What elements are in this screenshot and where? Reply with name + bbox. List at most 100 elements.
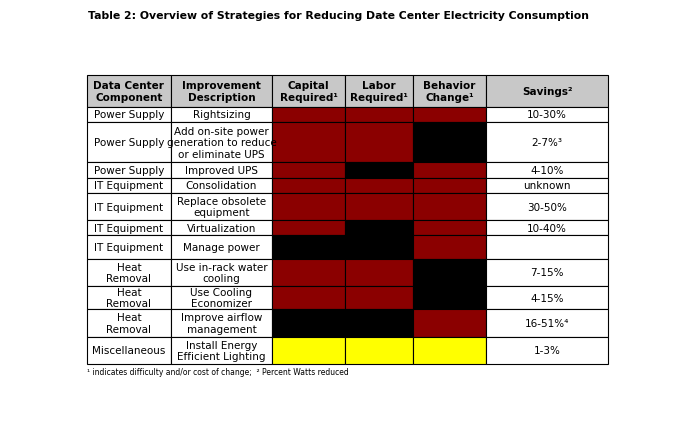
Bar [486, 163, 608, 178]
Text: Consolidation: Consolidation [185, 181, 257, 191]
Bar [171, 259, 272, 286]
Bar [345, 221, 413, 236]
Bar [413, 337, 486, 364]
Text: 10-30%: 10-30% [527, 110, 567, 120]
Bar [171, 286, 272, 310]
Text: Rightsizing: Rightsizing [192, 110, 250, 120]
Bar [87, 286, 171, 310]
Bar [272, 259, 345, 286]
Text: Improved UPS: Improved UPS [185, 166, 258, 176]
Bar [486, 236, 608, 259]
Bar [413, 193, 486, 221]
Bar [486, 337, 608, 364]
Text: Improve airflow
management: Improve airflow management [181, 312, 262, 334]
Bar [413, 286, 486, 310]
Bar [345, 310, 413, 337]
Bar [486, 76, 608, 107]
Bar [486, 259, 608, 286]
Text: Power Supply: Power Supply [93, 138, 164, 148]
Text: Use Cooling
Economizer: Use Cooling Economizer [190, 287, 253, 309]
Bar [272, 193, 345, 221]
Bar [413, 123, 486, 163]
Bar [345, 76, 413, 107]
Text: 1-3%: 1-3% [533, 345, 561, 356]
Bar [171, 310, 272, 337]
Text: 4-15%: 4-15% [530, 293, 564, 303]
Text: IT Equipment: IT Equipment [94, 202, 163, 212]
Bar [272, 123, 345, 163]
Bar [87, 123, 171, 163]
Text: Miscellaneous: Miscellaneous [92, 345, 166, 356]
Bar [345, 123, 413, 163]
Bar [87, 178, 171, 193]
Bar [345, 178, 413, 193]
Text: Data Center
Component: Data Center Component [93, 81, 165, 102]
Bar [413, 163, 486, 178]
Text: 10-40%: 10-40% [527, 223, 567, 233]
Bar [171, 123, 272, 163]
Bar [486, 107, 608, 123]
Bar [171, 221, 272, 236]
Text: 30-50%: 30-50% [527, 202, 567, 212]
Bar [87, 163, 171, 178]
Bar [87, 310, 171, 337]
Text: Behavior
Change¹: Behavior Change¹ [423, 81, 475, 102]
Bar [486, 310, 608, 337]
Bar [87, 107, 171, 123]
Bar [345, 163, 413, 178]
Text: Power Supply: Power Supply [93, 110, 164, 120]
Bar [87, 236, 171, 259]
Text: Labor
Required¹: Labor Required¹ [350, 81, 408, 102]
Text: 7-15%: 7-15% [530, 268, 564, 278]
Bar [171, 178, 272, 193]
Bar [486, 286, 608, 310]
Text: Install Energy
Efficient Lighting: Install Energy Efficient Lighting [177, 340, 265, 361]
Text: 2-7%³: 2-7%³ [531, 138, 563, 148]
Text: ¹ indicates difficulty and/or cost of change;  ² Percent Watts reduced: ¹ indicates difficulty and/or cost of ch… [87, 367, 349, 376]
Bar [87, 337, 171, 364]
Text: Heat
Removal: Heat Removal [106, 262, 152, 284]
Bar [486, 178, 608, 193]
Bar [87, 259, 171, 286]
Bar [413, 221, 486, 236]
Bar [171, 107, 272, 123]
Bar [486, 221, 608, 236]
Text: 4-10%: 4-10% [530, 166, 564, 176]
Text: Virtualization: Virtualization [187, 223, 256, 233]
Text: Capital
Required¹: Capital Required¹ [280, 81, 338, 102]
Text: Add on-site power
generation to reduce
or eliminate UPS: Add on-site power generation to reduce o… [167, 126, 276, 159]
Text: IT Equipment: IT Equipment [94, 242, 163, 253]
Bar [345, 193, 413, 221]
Text: Heat
Removal: Heat Removal [106, 312, 152, 334]
Text: Heat
Removal: Heat Removal [106, 287, 152, 309]
Bar [345, 286, 413, 310]
Bar [171, 193, 272, 221]
Bar [272, 310, 345, 337]
Bar [272, 286, 345, 310]
Bar [87, 193, 171, 221]
Bar [87, 221, 171, 236]
Bar [345, 259, 413, 286]
Bar [486, 123, 608, 163]
Bar [345, 236, 413, 259]
Bar [413, 310, 486, 337]
Bar [171, 163, 272, 178]
Bar [87, 76, 171, 107]
Bar [272, 236, 345, 259]
Bar [272, 221, 345, 236]
Bar [272, 76, 345, 107]
Bar [413, 178, 486, 193]
Bar [413, 107, 486, 123]
Text: unknown: unknown [523, 181, 571, 191]
Bar [272, 178, 345, 193]
Text: Table 2: Overview of Strategies for Reducing Date Center Electricity Consumption: Table 2: Overview of Strategies for Redu… [88, 11, 589, 20]
Bar [345, 107, 413, 123]
Bar [272, 163, 345, 178]
Bar [171, 337, 272, 364]
Text: Manage power: Manage power [183, 242, 260, 253]
Bar [413, 76, 486, 107]
Text: Savings²: Savings² [522, 86, 572, 97]
Text: 16-51%⁴: 16-51%⁴ [525, 318, 569, 328]
Text: Improvement
Description: Improvement Description [182, 81, 261, 102]
Bar [345, 337, 413, 364]
